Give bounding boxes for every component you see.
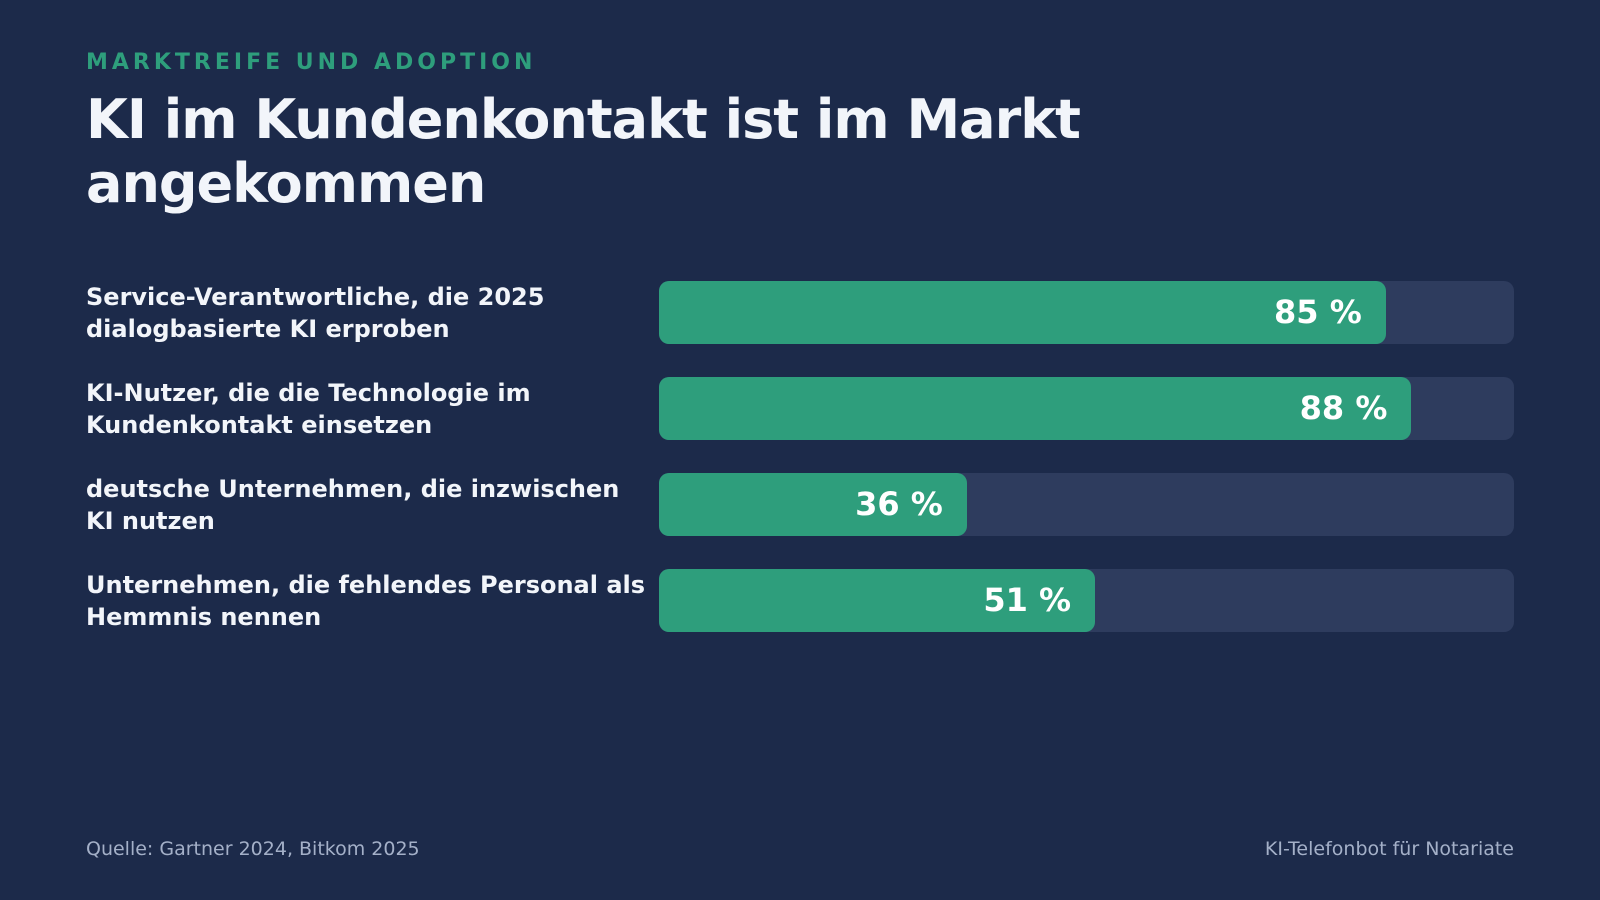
bar (659, 377, 1412, 440)
bar (659, 473, 967, 536)
category-label: Unternehmen, die fehlendes Personal als … (86, 571, 646, 631)
brand: KI-Telefonbot für Notariate (1264, 838, 1514, 860)
value-label: 85 % (1274, 293, 1362, 331)
value-label: 36 % (855, 485, 943, 523)
bar (659, 281, 1386, 344)
category-label: KI-Nutzer, die die Technologie im Kunden… (86, 379, 531, 439)
kicker: MARKTREIFE UND ADOPTION (86, 50, 537, 75)
bar (659, 569, 1096, 632)
source: Quelle: Gartner 2024, Bitkom 2025 (86, 838, 420, 860)
category-label: deutsche Unternehmen, die inzwischen KI … (86, 475, 620, 535)
value-label: 51 % (983, 581, 1072, 619)
category-label: Service-Verantwortliche, die 2025 dialog… (86, 283, 545, 343)
value-label: 88 % (1299, 389, 1388, 427)
chart-title: KI im Kundenkontakt ist im Markt angekom… (86, 88, 1081, 215)
